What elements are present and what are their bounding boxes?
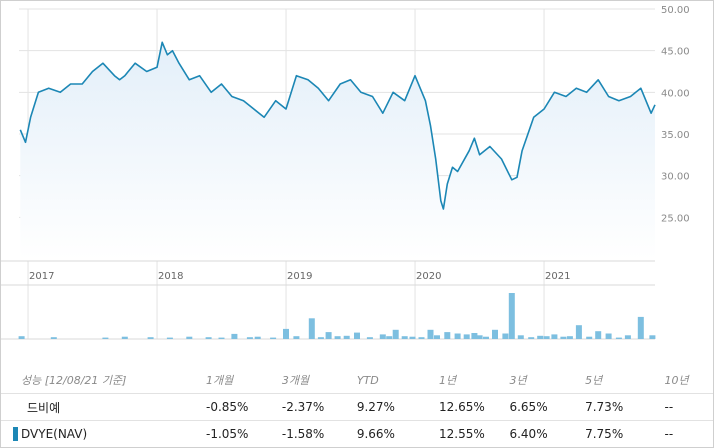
volume-bar [454, 333, 461, 339]
volume-bar [270, 337, 277, 339]
volume-bar [325, 332, 332, 339]
volume-bar [293, 336, 300, 339]
row-label-nav: DVYE(NAV) [21, 426, 88, 441]
series-color-swatch [13, 427, 18, 442]
volume-bar [366, 337, 373, 339]
table-row: DVYE(NAV) -1.05% -1.58% 9.66% 12.55% 6.4… [1, 420, 713, 448]
volume-bar [334, 336, 341, 339]
x-tick-label: 2020 [416, 271, 441, 282]
volume-bars [18, 293, 656, 339]
cell-3y: 6.65% [509, 400, 548, 414]
y-tick-label: 50.00 [661, 5, 690, 16]
volume-bar [231, 333, 238, 339]
y-tick-label: 40.00 [661, 88, 690, 99]
cell-ytd: 9.27% [356, 400, 395, 414]
header-3-months: 3개월 [281, 374, 310, 387]
cell-10y: -- [664, 427, 674, 441]
volume-bar [121, 336, 128, 339]
volume-bar [649, 335, 656, 339]
cell-ytd: 9.66% [356, 427, 395, 441]
volume-bar [537, 335, 544, 339]
volume-bar [401, 336, 408, 339]
volume-bar [18, 336, 25, 339]
volume-bar [254, 336, 261, 339]
volume-bar [102, 337, 109, 339]
volume-bar [409, 336, 416, 339]
price-line [19, 41, 656, 210]
volume-bar [543, 336, 550, 339]
header-ytd: YTD [356, 373, 379, 387]
cell-5y: 7.75% [585, 427, 624, 441]
volume-bar [392, 329, 399, 339]
volume-bar [444, 332, 451, 339]
performance-header-row: 성능 [12/08/21 기준] 1개월 3개월 YTD 1년 3년 5년 10… [1, 367, 713, 394]
volume-bar [186, 336, 193, 339]
performance-title: 성능 [12/08/21 기준] [21, 374, 127, 387]
y-tick-label: 25.00 [661, 213, 690, 224]
header-1-year: 1년 [439, 374, 457, 387]
volume-bar [418, 337, 425, 339]
volume-bar [308, 318, 315, 339]
volume-bar [595, 331, 602, 339]
volume-bar [463, 334, 470, 339]
volume-bar [283, 328, 289, 339]
cell-1y: 12.65% [439, 400, 485, 414]
cell-3m: -1.58% [281, 427, 325, 441]
volume-bar [624, 335, 631, 339]
cell-1m: -0.85% [205, 400, 249, 414]
volume-bar [343, 335, 350, 339]
x-tick-label: 2021 [545, 271, 570, 282]
cell-10y: -- [664, 400, 674, 414]
volume-bar [147, 337, 154, 339]
performance-table: 성능 [12/08/21 기준] 1개월 3개월 YTD 1년 3년 5년 10… [1, 367, 713, 447]
volume-bar [566, 336, 573, 339]
volume-bar [483, 336, 489, 339]
x-tick-label: 2019 [287, 271, 312, 282]
y-tick-label: 30.00 [661, 172, 690, 183]
volume-bar [317, 337, 324, 339]
volume-bar [502, 333, 509, 339]
volume-bar [434, 335, 440, 339]
volume-bar [386, 336, 393, 339]
cell-5y: 7.73% [585, 400, 624, 414]
volume-bar [517, 335, 524, 339]
volume-bar [575, 325, 582, 339]
cell-1y: 12.55% [439, 427, 485, 441]
volume-bar [560, 336, 567, 339]
volume-bar [551, 334, 558, 339]
volume-bar [528, 337, 535, 339]
volume-bar [427, 329, 434, 339]
x-tick-label: 2017 [29, 271, 54, 282]
volume-bar [615, 337, 622, 339]
volume-bar [476, 335, 483, 339]
price-area-fill [20, 42, 656, 259]
y-tick-label: 35.00 [661, 130, 690, 141]
header-10-years: 10년 [664, 374, 689, 387]
cell-1m: -1.05% [205, 427, 249, 441]
header-1-month: 1개월 [205, 374, 234, 387]
header-3-years: 3년 [509, 374, 527, 387]
volume-bar [166, 337, 173, 339]
price-chart: 25.00 30.00 35.00 40.00 45.00 50.00 2017 2018 2… [1, 5, 690, 340]
volume-bar [218, 337, 225, 339]
x-tick-label: 2018 [158, 271, 183, 282]
table-row: 드비예 -0.85% -2.37% 9.27% 12.65% 6.65% 7.7… [1, 393, 713, 421]
volume-bar [205, 337, 212, 339]
header-5-years: 5년 [585, 374, 603, 387]
volume-bar [586, 336, 593, 339]
volume-bar [246, 337, 253, 339]
cell-3m: -2.37% [281, 400, 325, 414]
volume-bar [605, 333, 612, 339]
volume-bar [492, 329, 498, 339]
volume-bar [508, 293, 515, 339]
volume-bar [354, 332, 360, 339]
row-label-market: 드비예 [27, 400, 61, 415]
y-tick-label: 45.00 [661, 47, 690, 58]
cell-3y: 6.40% [509, 427, 548, 441]
volume-bar [50, 337, 57, 339]
volume-bar [637, 316, 644, 339]
volume-bar [471, 333, 478, 339]
volume-bar [379, 334, 386, 339]
